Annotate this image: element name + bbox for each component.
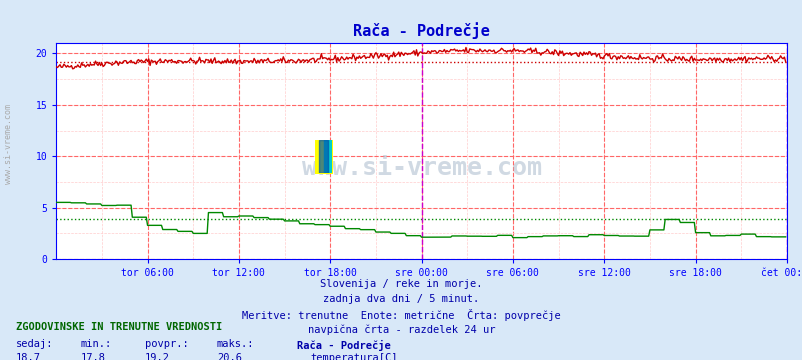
Text: Rača - Podrečje: Rača - Podrečje [297,339,391,351]
Text: ZGODOVINSKE IN TRENUTNE VREDNOSTI: ZGODOVINSKE IN TRENUTNE VREDNOSTI [16,322,222,332]
Polygon shape [323,140,332,173]
Text: sedaj:: sedaj: [16,339,54,350]
Text: 20,6: 20,6 [217,353,241,360]
Polygon shape [319,140,328,173]
Text: 17,8: 17,8 [80,353,105,360]
Text: www.si-vreme.com: www.si-vreme.com [302,157,541,180]
Text: Meritve: trenutne  Enote: metrične  Črta: povprečje: Meritve: trenutne Enote: metrične Črta: … [242,309,560,321]
Text: 19,2: 19,2 [144,353,169,360]
Text: maks.:: maks.: [217,339,254,350]
Text: zadnja dva dni / 5 minut.: zadnja dva dni / 5 minut. [323,294,479,304]
Polygon shape [314,140,332,173]
Text: min.:: min.: [80,339,111,350]
Text: www.si-vreme.com: www.si-vreme.com [4,104,13,184]
Text: Slovenija / reke in morje.: Slovenija / reke in morje. [320,279,482,289]
Title: Rača - Podrečje: Rača - Podrečje [353,22,489,39]
Text: temperatura[C]: temperatura[C] [310,353,397,360]
Text: povpr.:: povpr.: [144,339,188,350]
Text: navpična črta - razdelek 24 ur: navpična črta - razdelek 24 ur [307,324,495,335]
Text: 18,7: 18,7 [16,353,41,360]
